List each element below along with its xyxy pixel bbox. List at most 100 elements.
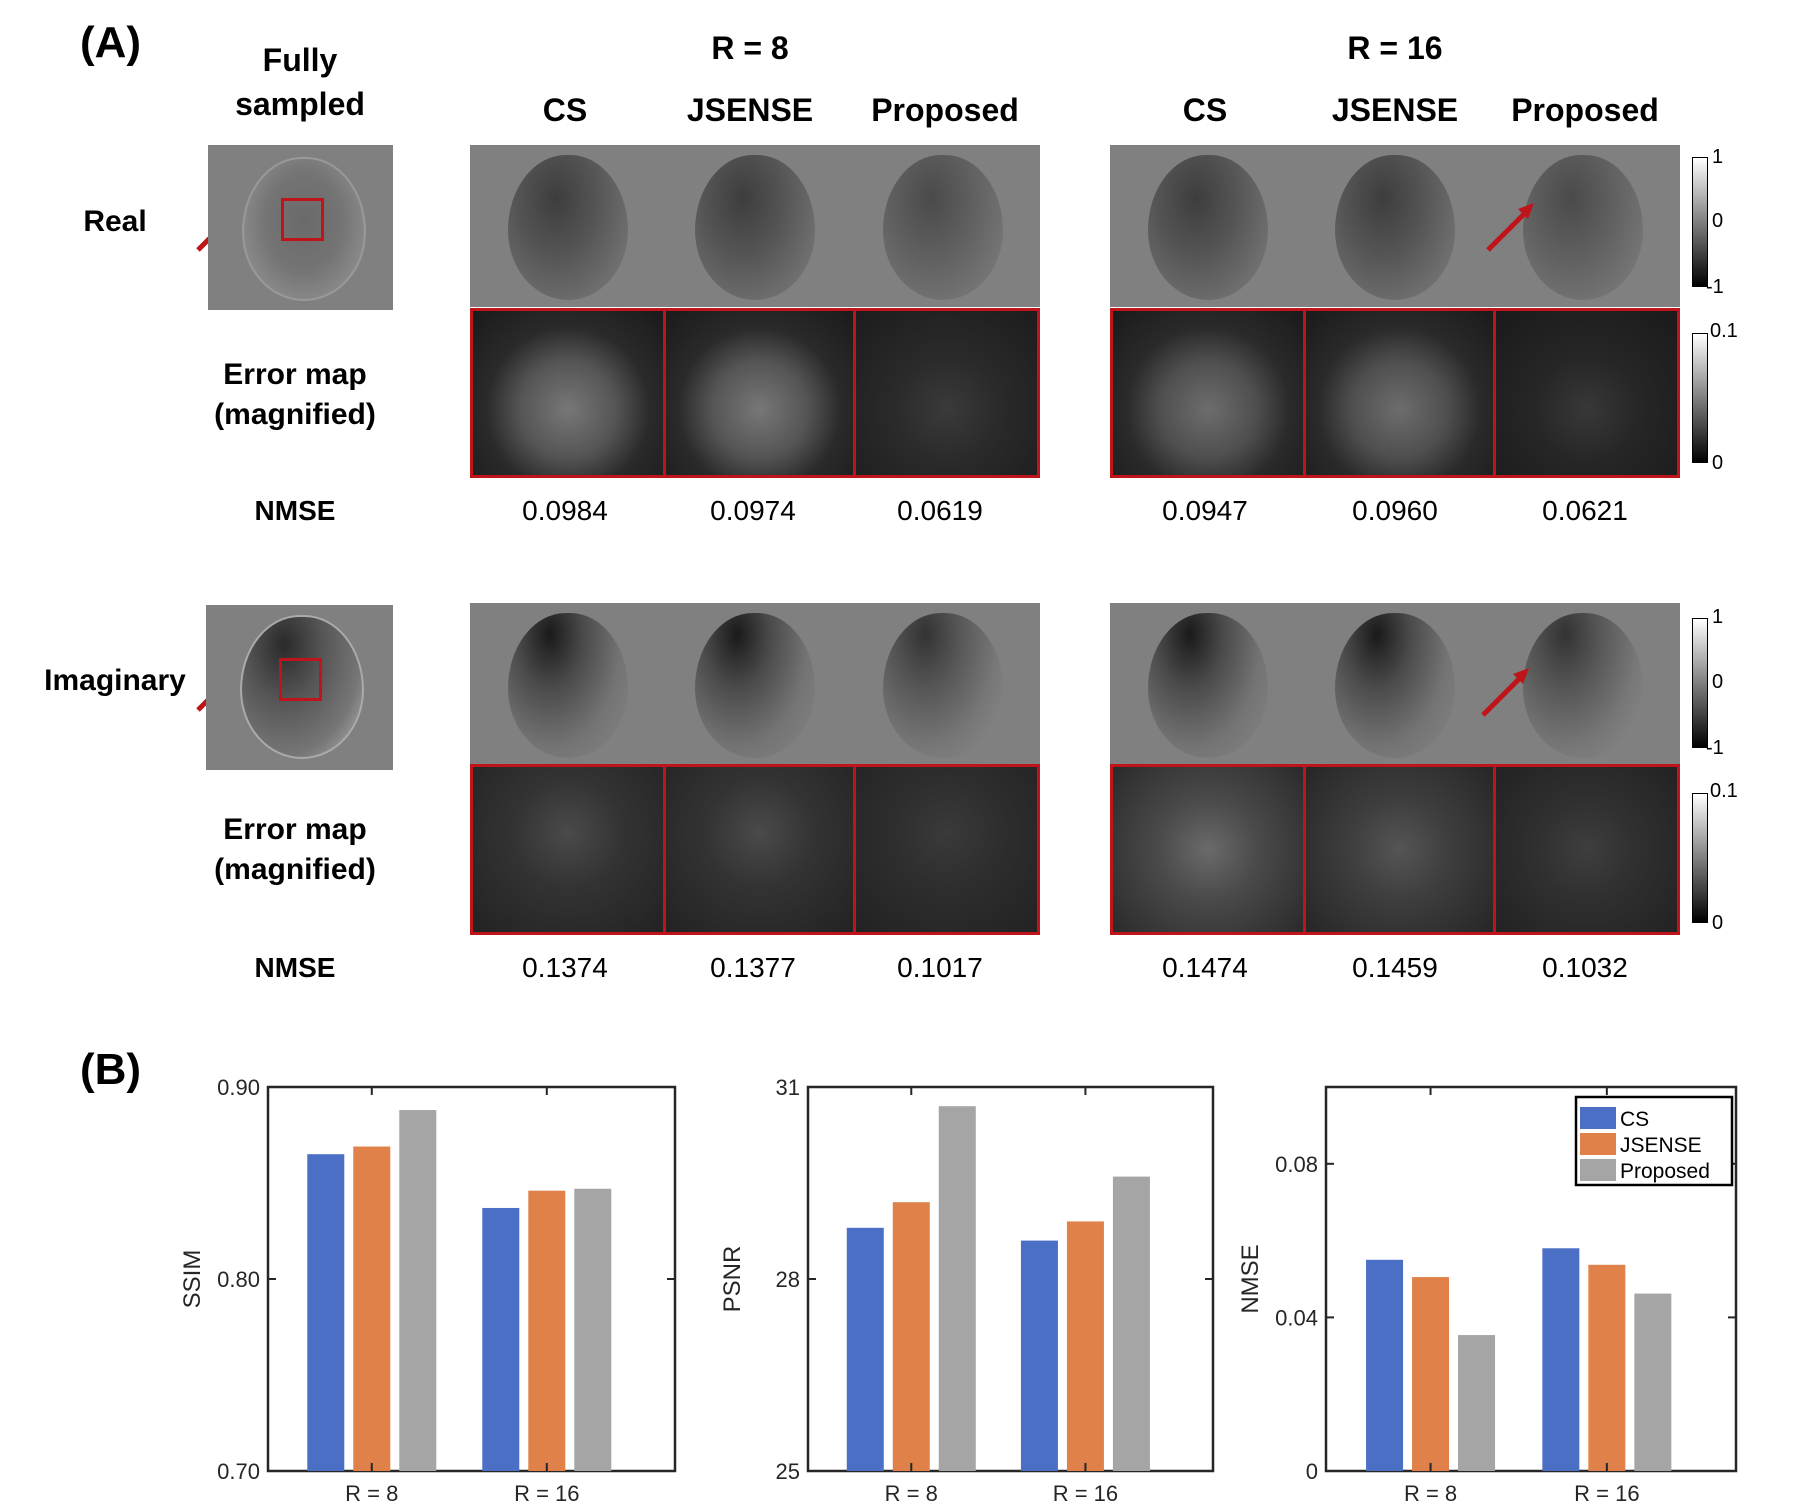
- error-map-line2: (magnified): [214, 853, 376, 886]
- y-tick-label: 25: [776, 1459, 800, 1484]
- row-label-real: Real: [83, 205, 147, 238]
- panel-a-label: (A): [80, 18, 142, 67]
- error-map-image: [853, 308, 1040, 478]
- error-map-image: [1493, 764, 1680, 935]
- psnr-chart: 25 28 31 PSNR R = 8 R = 16: [719, 1075, 1215, 1504]
- colorbar-tick: 0: [1712, 671, 1724, 693]
- method-header: Proposed: [871, 92, 1019, 128]
- bar-cs: [1542, 1248, 1580, 1471]
- colorbar-image-real: [1692, 157, 1708, 287]
- legend-label: Proposed: [1620, 1160, 1710, 1183]
- legend-label: CS: [1620, 1108, 1649, 1131]
- legend-label: JSENSE: [1620, 1134, 1702, 1157]
- colorbar-tick: 0: [1712, 210, 1724, 232]
- colorbar-tick: 1: [1712, 146, 1724, 168]
- panel-b-label: (B): [80, 1045, 142, 1094]
- bar-cs: [482, 1207, 520, 1471]
- colorbar-tick: 0.1: [1710, 320, 1738, 342]
- y-tick-label: 31: [776, 1075, 800, 1100]
- nmse-value: 0.1032: [1542, 952, 1628, 983]
- bar-cs: [1366, 1259, 1404, 1471]
- colorbar-tick: -1: [1706, 276, 1724, 298]
- y-axis-label: NMSE: [1237, 1244, 1264, 1313]
- bar-proposed: [1458, 1335, 1496, 1471]
- bar-jsense: [892, 1202, 930, 1471]
- error-map-image: [663, 308, 856, 478]
- fully-sampled-real-image: [208, 145, 393, 310]
- x-tick-label: R = 8: [345, 1481, 398, 1504]
- bar-jsense: [1412, 1277, 1450, 1471]
- error-map-image: [470, 308, 666, 478]
- method-header: CS: [542, 92, 588, 128]
- error-map-image: [1110, 764, 1306, 935]
- method-header: JSENSE: [686, 92, 814, 128]
- r16-real-images: [1110, 145, 1680, 307]
- y-tick-label: 0.08: [1275, 1152, 1318, 1177]
- colorbar-tick: 1: [1712, 606, 1724, 628]
- y-axis-label: PSNR: [719, 1246, 746, 1313]
- row-label-imaginary: Imaginary: [44, 664, 186, 697]
- nmse-value: 0.0619: [897, 495, 983, 526]
- bar-jsense: [528, 1190, 566, 1471]
- nmse-value: 0.0974: [710, 495, 796, 526]
- method-header: CS: [1182, 92, 1228, 128]
- colorbar-tick: 0: [1712, 912, 1724, 934]
- error-map-line1: Error map: [223, 358, 367, 391]
- error-map-image: [1303, 764, 1496, 935]
- x-tick-label: R = 16: [514, 1481, 579, 1504]
- y-tick-label: 0.80: [217, 1267, 260, 1292]
- bar-proposed: [399, 1110, 437, 1471]
- error-map-image: [853, 764, 1040, 935]
- bar-cs: [307, 1154, 345, 1471]
- x-tick-label: R = 16: [1053, 1481, 1118, 1504]
- colorbar-tick: -1: [1706, 737, 1724, 759]
- error-map-line1: Error map: [223, 813, 367, 846]
- bar-cs: [1020, 1240, 1058, 1471]
- y-tick-label: 0.90: [217, 1075, 260, 1100]
- y-tick-label: 0.04: [1275, 1305, 1318, 1330]
- roi-box: [281, 198, 324, 241]
- bar-cs: [846, 1227, 884, 1471]
- bar-proposed: [938, 1106, 976, 1471]
- nmse-value: 0.1377: [710, 952, 796, 983]
- error-map-image: [663, 764, 856, 935]
- method-header: JSENSE: [1331, 92, 1459, 128]
- error-map-image: [1303, 308, 1496, 478]
- nmse-value: 0.1374: [522, 952, 608, 983]
- colorbar-error-real: [1692, 333, 1708, 463]
- error-map-image: [1110, 308, 1306, 478]
- fully-sampled-line1: Fully: [262, 42, 338, 78]
- bar-proposed: [1634, 1293, 1672, 1471]
- bar-proposed: [574, 1188, 612, 1471]
- axes-box: [1324, 1085, 1738, 1473]
- method-header: Proposed: [1511, 92, 1659, 128]
- colorbar-image-imaginary: [1692, 618, 1708, 748]
- bar-charts: 0.70 0.80 0.90 SSIM R = 8 R = 16 25 28 31 PSNR R …: [179, 1075, 1738, 1504]
- r8-imaginary-images: [470, 603, 1040, 766]
- nmse-value: 0.1474: [1162, 952, 1248, 983]
- legend-swatch: [1580, 1133, 1616, 1155]
- group-r16-title: R = 16: [1347, 30, 1443, 66]
- bar-jsense: [1066, 1221, 1104, 1471]
- nmse-chart: 0 0.04 0.08 NMSE R = 8 R = 16 CS JSENSE Proposed: [1237, 1085, 1738, 1504]
- y-tick-label: 28: [776, 1267, 800, 1292]
- y-tick-label: 0: [1306, 1459, 1318, 1484]
- fully-sampled-header: Fully sampled: [200, 38, 400, 126]
- colorbar-error-imaginary: [1692, 793, 1708, 923]
- nmse-value: 0.1017: [897, 952, 983, 983]
- group-r8-title: R = 8: [711, 30, 789, 66]
- nmse-label: NMSE: [254, 495, 336, 526]
- colorbar-tick: 0: [1712, 452, 1724, 474]
- error-map-label-imaginary: Error map (magnified): [185, 810, 405, 890]
- legend-swatch: [1580, 1107, 1616, 1129]
- nmse-label: NMSE: [254, 952, 336, 983]
- legend-swatch: [1580, 1159, 1616, 1181]
- bar-jsense: [1588, 1264, 1626, 1471]
- x-tick-label: R = 16: [1574, 1481, 1639, 1504]
- ssim-chart: 0.70 0.80 0.90 SSIM R = 8 R = 16: [179, 1075, 677, 1504]
- nmse-value: 0.0621: [1542, 495, 1628, 526]
- y-tick-label: 0.70: [217, 1459, 260, 1484]
- error-map-line2: (magnified): [214, 398, 376, 431]
- x-tick-label: R = 8: [885, 1481, 938, 1504]
- error-map-image: [1493, 308, 1680, 478]
